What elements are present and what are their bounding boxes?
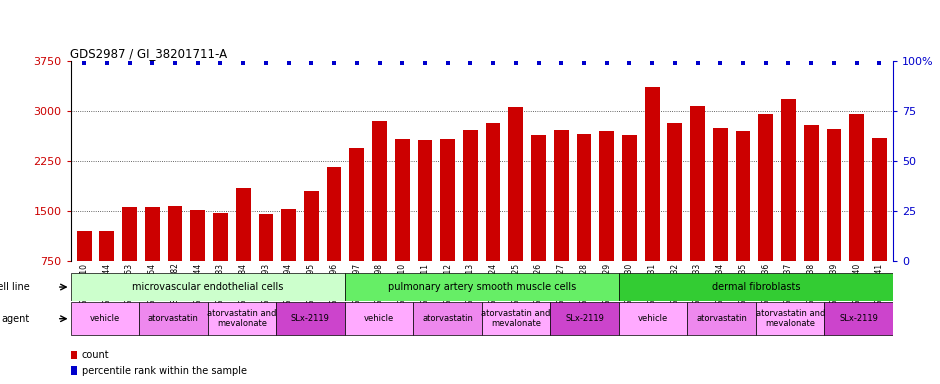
Text: vehicle: vehicle (364, 314, 394, 323)
Bar (70, 366, 77, 375)
Bar (550, 302, 619, 335)
Text: SLx-2119: SLx-2119 (839, 314, 878, 323)
Text: atorvastatin: atorvastatin (697, 314, 747, 323)
Bar (824, 302, 893, 335)
Bar (350, 148, 364, 261)
Bar (667, 123, 682, 261)
Text: atorvastatin and
mevalonate: atorvastatin and mevalonate (756, 309, 825, 328)
Bar (70, 302, 139, 335)
Bar (145, 207, 160, 261)
Bar (276, 302, 345, 335)
Text: SLx-2119: SLx-2119 (291, 314, 330, 323)
Bar (327, 167, 341, 261)
Bar (849, 114, 864, 261)
Bar (756, 302, 824, 335)
Bar (736, 131, 750, 261)
Bar (70, 273, 345, 301)
Text: atorvastatin and
mevalonate: atorvastatin and mevalonate (207, 309, 276, 328)
Text: SLx-2119: SLx-2119 (565, 314, 604, 323)
Bar (554, 130, 569, 261)
Bar (690, 106, 705, 261)
Bar (122, 207, 137, 261)
Bar (872, 138, 886, 261)
Bar (781, 99, 796, 261)
Bar (236, 188, 251, 261)
Bar (345, 302, 414, 335)
Text: GDS2987 / GI_38201711-A: GDS2987 / GI_38201711-A (70, 47, 227, 60)
Bar (713, 128, 728, 261)
Text: atorvastatin and
mevalonate: atorvastatin and mevalonate (481, 309, 551, 328)
Bar (687, 302, 756, 335)
Bar (531, 135, 546, 261)
Text: microvascular endothelial cells: microvascular endothelial cells (132, 282, 283, 292)
Bar (258, 214, 274, 261)
Bar (345, 273, 619, 301)
Text: count: count (82, 350, 109, 360)
Bar (645, 87, 660, 261)
Bar (759, 114, 773, 261)
Bar (213, 213, 227, 261)
Text: atorvastatin: atorvastatin (148, 314, 198, 323)
Bar (281, 209, 296, 261)
Bar (440, 139, 455, 261)
Bar (191, 210, 205, 261)
Bar (804, 125, 819, 261)
Text: cell line: cell line (0, 282, 29, 292)
Bar (100, 230, 115, 261)
Bar (208, 302, 276, 335)
Bar (139, 302, 208, 335)
Bar (619, 302, 687, 335)
Bar (167, 206, 182, 261)
Bar (576, 134, 591, 261)
Text: dermal fibroblasts: dermal fibroblasts (712, 282, 800, 292)
Bar (481, 302, 550, 335)
Text: pulmonary artery smooth muscle cells: pulmonary artery smooth muscle cells (387, 282, 576, 292)
Bar (509, 108, 524, 261)
Bar (395, 139, 410, 261)
Text: vehicle: vehicle (89, 314, 120, 323)
Text: vehicle: vehicle (638, 314, 668, 323)
Bar (372, 121, 387, 261)
Bar (463, 130, 478, 261)
Text: agent: agent (1, 314, 29, 324)
Bar (622, 135, 636, 261)
Bar (70, 351, 77, 359)
Bar (414, 302, 481, 335)
Bar (77, 231, 91, 261)
Bar (486, 123, 500, 261)
Text: percentile rank within the sample: percentile rank within the sample (82, 366, 247, 376)
Text: atorvastatin: atorvastatin (422, 314, 473, 323)
Bar (826, 129, 841, 261)
Bar (619, 273, 893, 301)
Bar (600, 131, 614, 261)
Bar (304, 190, 319, 261)
Bar (417, 140, 432, 261)
